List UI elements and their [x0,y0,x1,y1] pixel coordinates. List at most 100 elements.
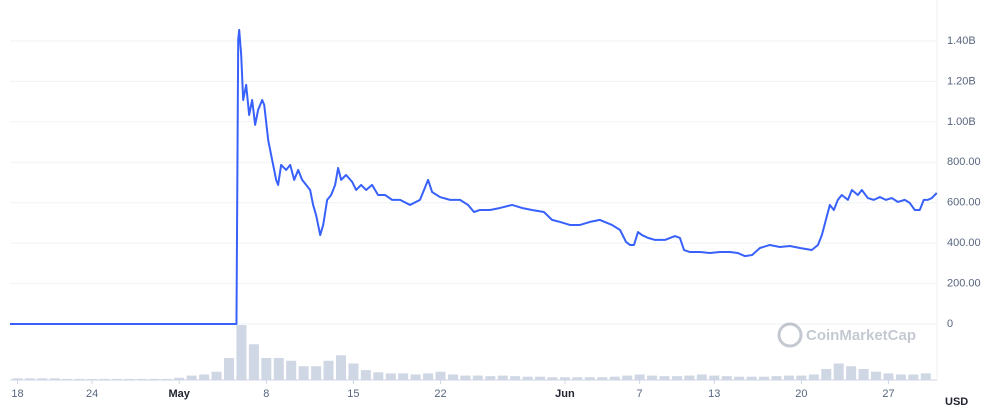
x-tick-label: 7 [637,388,643,400]
x-tick-label: 20 [795,388,807,400]
volume-bar [211,371,222,380]
volume-bar [174,377,185,380]
x-tick-label: 24 [86,388,98,400]
volume-bar [746,376,757,380]
y-tick-label: 1.20B [947,75,976,87]
volume-bar [236,325,247,380]
volume-bar [99,378,110,380]
volume-bar [883,373,894,380]
x-tick-label: 15 [347,388,359,400]
currency-label: USD [945,396,968,408]
volume-bar [286,360,297,380]
volume-bar [273,358,284,380]
volume-bar [895,374,906,380]
volume-bar [783,375,794,380]
watermark: CoinMarketCap [777,322,916,348]
volume-bar [335,355,346,380]
volume-bar [49,378,60,380]
volume-bar [248,344,259,380]
volume-bar [472,375,483,380]
volume-bar [609,376,620,380]
volume-bar [186,375,197,380]
volume-bar [821,369,832,380]
volume-bar [149,378,160,380]
volume-bar [385,373,396,380]
y-tick-label: 1.40B [947,35,976,47]
volume-bar [846,366,857,380]
volume-bar [298,366,309,380]
volume-bar [734,376,745,380]
volume-bar [547,377,558,380]
y-tick-label: 200.00 [947,277,981,289]
volume-bar [435,371,446,380]
volume-bar [423,373,434,380]
volume-bar [871,371,882,380]
watermark-logo [777,322,803,348]
volume-bar [112,378,123,380]
x-tick-label: 22 [434,388,446,400]
volume-bar [348,363,359,380]
volume-bar [37,378,48,380]
volume-bar [721,376,732,380]
volume-bar [858,369,869,380]
volume-bar [311,366,322,380]
volume-bar [497,375,508,380]
watermark-text: CoinMarketCap [806,327,916,344]
volume-bar [584,377,595,380]
x-tick-label: 13 [708,388,720,400]
volume-bar [323,360,334,380]
volume-bar [12,378,23,380]
volume-bar [136,378,147,380]
x-tick-label: 8 [263,388,269,400]
volume-bar [510,376,521,380]
volume-bar [759,376,770,380]
volume-bar [522,376,533,380]
volume-bar [124,378,135,380]
volume-bar [410,374,421,380]
volume-bar [771,376,782,380]
volume-bar [199,374,210,380]
volume-bar [634,374,645,380]
volume-bar [373,372,384,380]
volume-bar [808,374,819,380]
y-tick-label: 800.00 [947,156,981,168]
volume-bar [261,358,272,380]
volume-bar [647,375,658,380]
volume-bar [597,377,608,380]
volume-bar [572,377,583,380]
volume-bar [622,375,633,380]
volume-bar [87,378,98,380]
price-line [10,28,938,326]
volume-bar [833,363,844,380]
volume-bar [684,375,695,380]
plot: 0 200.00 400.00 600.00 800.00 1.00B 1.20B 1.40B… [10,0,981,400]
volume-bar [161,378,172,380]
x-tick-label: May [169,388,191,400]
volume-bar [485,376,496,380]
volume-bar [24,378,35,380]
y-tick-label: 0 [947,318,953,330]
x-tick-label: 18 [11,388,23,400]
x-tick-label: Jun [555,388,575,400]
volume-bar [659,376,670,380]
volume-bar [62,378,73,380]
volume-bar [796,375,807,380]
volume-bar [460,375,471,380]
y-tick-label: 600.00 [947,197,981,209]
volume-bar [360,370,371,380]
volume-bar [559,377,570,380]
volume-bar [709,375,720,380]
volume-bar [74,378,85,380]
volume-bar [908,374,919,380]
volume-bar [671,376,682,380]
volume-bar [398,373,409,380]
y-tick-label: 400.00 [947,237,981,249]
y-tick-label: 1.00B [947,116,976,128]
volume-bar [223,358,234,380]
volume-bar [447,374,458,380]
volume-bar [535,376,546,380]
volume-bar [920,373,931,380]
x-tick-label: 27 [882,388,894,400]
volume-bar [696,374,707,380]
